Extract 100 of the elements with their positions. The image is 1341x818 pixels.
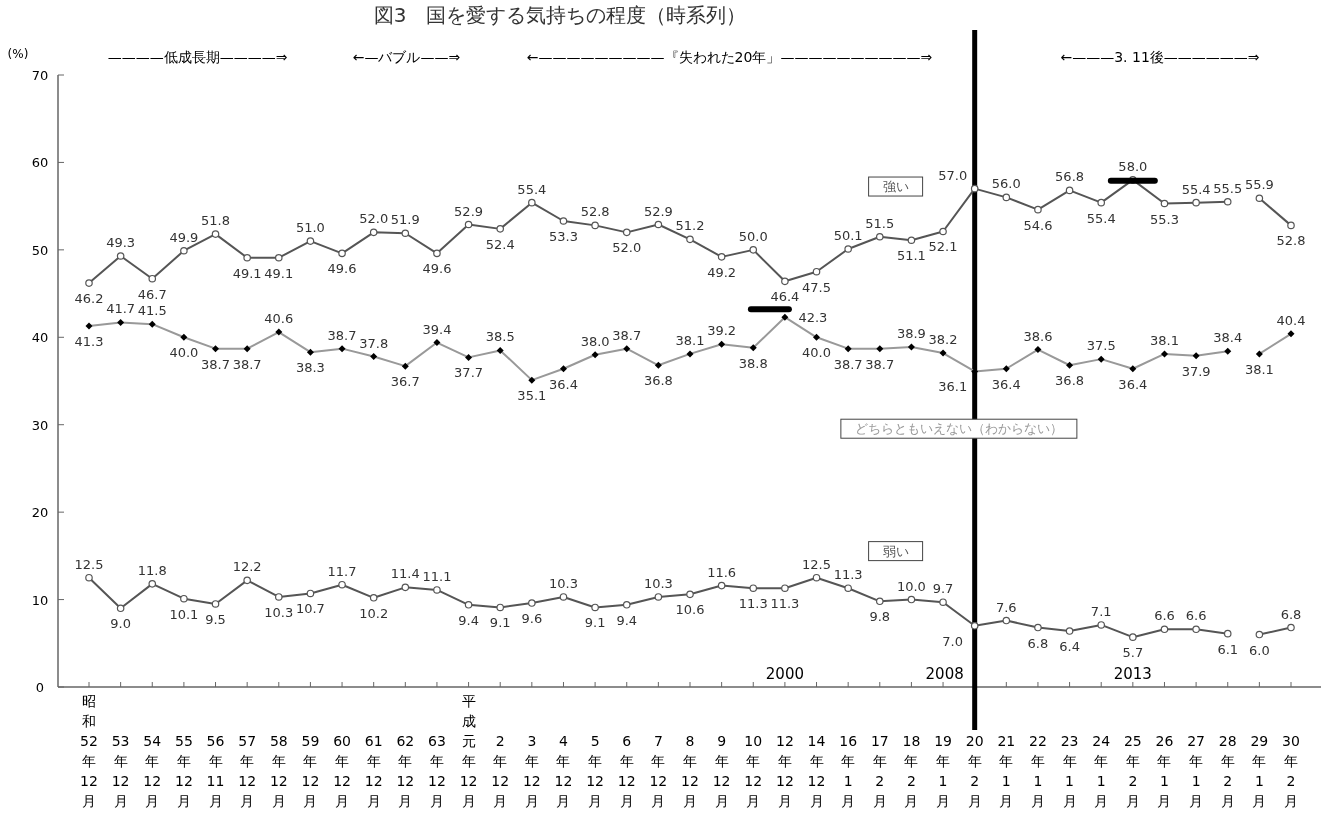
y-axis-title: (%) — [7, 47, 29, 61]
data-label: 52.8 — [580, 204, 610, 220]
point — [1255, 630, 1264, 639]
data-label: 40.4 — [1276, 312, 1306, 328]
point — [464, 220, 473, 229]
point — [939, 227, 947, 236]
data-label: 46.2 — [74, 291, 104, 307]
data-label: 10.1 — [169, 606, 199, 622]
data-label: 10.2 — [359, 605, 389, 621]
data-label: 35.1 — [517, 388, 547, 404]
point — [1192, 625, 1200, 634]
point — [148, 274, 157, 283]
data-label: 38.7 — [201, 356, 230, 372]
data-label: 12.5 — [802, 556, 831, 572]
point — [528, 599, 536, 607]
y-tick-label: 10 — [31, 592, 49, 608]
point — [211, 600, 220, 608]
point — [654, 220, 663, 229]
y-tick-label: 20 — [31, 505, 49, 521]
point — [180, 246, 188, 255]
data-label: 9.8 — [869, 609, 891, 625]
point — [1192, 198, 1200, 207]
y-tick-label: 50 — [31, 242, 49, 258]
data-label: 38.0 — [580, 333, 610, 349]
data-label: 7.0 — [942, 633, 964, 649]
data-label: 50.0 — [738, 228, 768, 244]
point — [306, 589, 315, 598]
data-label: 11.3 — [738, 596, 768, 612]
x-tick-label: 17年2月 — [870, 733, 889, 809]
point — [1287, 221, 1295, 230]
point — [749, 584, 758, 593]
data-label: 11.3 — [770, 596, 800, 612]
x-tick-label: 14年12月 — [807, 733, 826, 809]
x-tick-label: 10年12月 — [744, 733, 763, 809]
point — [1160, 199, 1169, 208]
point — [369, 594, 378, 602]
data-label: 52.4 — [485, 236, 515, 252]
point — [907, 595, 916, 604]
y-tick-label: 40 — [31, 330, 49, 346]
point — [1065, 186, 1074, 195]
data-label: 50.1 — [833, 227, 863, 243]
point — [211, 230, 220, 238]
point — [274, 593, 283, 601]
data-label: 49.1 — [232, 265, 262, 281]
x-tick-label: 18年2月 — [902, 733, 921, 809]
x-tick-label: 7年12月 — [649, 733, 668, 809]
data-label: 55.3 — [1150, 211, 1179, 227]
point — [654, 593, 663, 601]
x-tick-label: 28年2月 — [1218, 733, 1237, 809]
y-tick-label: 30 — [31, 417, 49, 433]
data-label: 57.0 — [938, 167, 968, 183]
point — [496, 603, 505, 612]
data-label: 36.4 — [1118, 376, 1148, 392]
x-tick-label: 昭和52年12月 — [80, 693, 98, 809]
data-label: 36.8 — [1055, 373, 1085, 389]
data-label: 36.8 — [643, 373, 673, 389]
y-tick-label: 60 — [31, 155, 49, 171]
x-tick-label: 2年12月 — [491, 733, 510, 809]
point — [907, 236, 916, 245]
annotation: 2008 — [925, 665, 964, 683]
data-label: 39.4 — [422, 321, 452, 337]
annotation: 2013 — [1113, 665, 1152, 683]
data-label: 6.4 — [1059, 639, 1080, 655]
data-label: 41.5 — [137, 303, 167, 319]
point — [559, 217, 568, 225]
text: ←—バブル——⇒ — [352, 49, 461, 65]
data-label: 5.7 — [1122, 645, 1144, 661]
x-tick-label: 59年12月 — [301, 733, 320, 809]
data-label: 11.1 — [422, 568, 452, 584]
x-tick-label: 23年1月 — [1060, 733, 1079, 809]
x-tick-label: 8年12月 — [681, 733, 699, 809]
point — [1002, 616, 1011, 625]
data-label: 7.1 — [1090, 603, 1112, 619]
x-tick-label: 62年12月 — [396, 733, 415, 809]
point — [1065, 627, 1074, 635]
data-label: 38.5 — [485, 329, 515, 345]
data-label: 55.4 — [517, 181, 547, 197]
point — [970, 184, 979, 193]
data-label: 56.0 — [991, 176, 1021, 192]
data-label: 9.4 — [458, 612, 479, 628]
data-label: 49.1 — [264, 265, 294, 281]
x-tick-label: 27年1月 — [1187, 733, 1206, 809]
point — [148, 580, 157, 588]
data-label: 51.1 — [896, 248, 926, 264]
data-label: 10.0 — [896, 578, 926, 594]
point — [686, 235, 694, 244]
point — [591, 221, 599, 230]
point — [1002, 193, 1011, 202]
data-label: 51.9 — [390, 212, 420, 228]
x-tick-label: 4年12月 — [554, 733, 573, 809]
point — [243, 576, 251, 585]
data-label: 55.9 — [1244, 177, 1274, 193]
data-label: 10.3 — [643, 575, 673, 591]
data-label: 46.7 — [137, 286, 167, 302]
data-label: 52.0 — [359, 211, 389, 227]
x-tick-label: 26年1月 — [1155, 733, 1174, 809]
point — [749, 246, 758, 254]
data-label: 6.6 — [1185, 608, 1207, 624]
data-label: 49.6 — [422, 261, 452, 277]
point — [85, 279, 93, 287]
